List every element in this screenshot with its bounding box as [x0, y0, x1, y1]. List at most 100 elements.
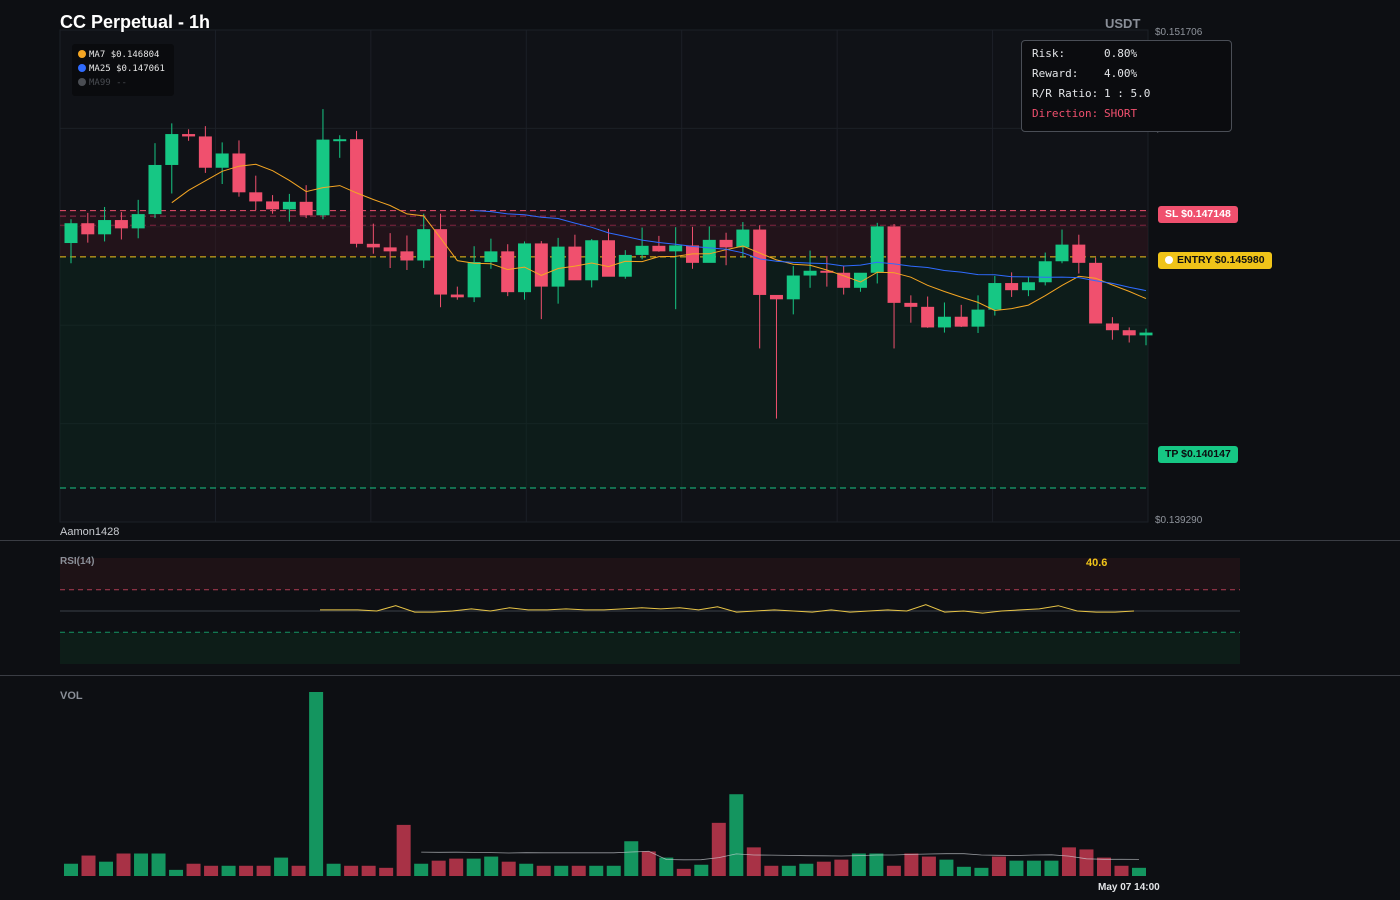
- candle-body: [165, 134, 179, 165]
- pane-divider-rsi[interactable]: [0, 540, 1400, 541]
- candle-body: [887, 226, 901, 303]
- entry-tag[interactable]: ENTRY $0.145980: [1158, 252, 1272, 269]
- ma99-value: --: [116, 78, 127, 88]
- candle-body: [702, 239, 716, 263]
- volume-bar: [904, 853, 919, 876]
- reward-row: Reward: 4.00%: [1032, 66, 1231, 86]
- volume-bar: [221, 865, 236, 876]
- candle-body: [383, 247, 397, 252]
- volume-bar: [816, 861, 831, 876]
- volume-bar: [589, 865, 604, 876]
- watermark: Aamon1428: [60, 526, 120, 538]
- volume-bar: [834, 859, 849, 876]
- candle-body: [299, 201, 313, 216]
- volume-bar: [256, 865, 271, 876]
- candle-body: [98, 220, 112, 235]
- volume-bar: [1132, 867, 1146, 876]
- candle-body: [366, 243, 380, 248]
- stop-loss-tag[interactable]: SL $0.147148: [1158, 206, 1238, 223]
- volume-bar: [1079, 849, 1094, 876]
- risk-value: 0.80%: [1104, 47, 1138, 60]
- candle-body: [350, 139, 364, 244]
- candle-body: [769, 294, 783, 300]
- candle-body: [988, 283, 1002, 310]
- ma25-line: [474, 210, 1147, 292]
- risk-row: Risk: 0.80%: [1032, 46, 1231, 66]
- volume-bar: [886, 865, 901, 876]
- volume-bar: [764, 865, 779, 876]
- volume-bar: [624, 841, 639, 876]
- candle-body: [837, 272, 851, 288]
- candle-body: [669, 245, 683, 252]
- volume-bar: [449, 858, 464, 876]
- ma7-color-dot: [78, 50, 86, 58]
- volume-bar: [186, 863, 201, 876]
- entry-label: ENTRY $0.145980: [1177, 254, 1265, 266]
- candle-body: [652, 245, 666, 252]
- volume-bar: [116, 853, 131, 876]
- volume-bar: [711, 822, 726, 876]
- rsi-oversold-zone: [60, 632, 1240, 664]
- volume-bar: [309, 692, 324, 876]
- volume-bar: [851, 853, 866, 876]
- candle-body: [1089, 262, 1103, 324]
- candle-body: [635, 245, 649, 255]
- candle-body: [786, 275, 800, 300]
- volume-ma-line: [421, 850, 1140, 861]
- direction-label: Direction:: [1032, 107, 1099, 120]
- volume-label: VOL: [60, 690, 83, 702]
- candle-body: [1021, 282, 1035, 291]
- rsi-overbought-zone: [60, 558, 1240, 590]
- volume-bar: [291, 865, 306, 876]
- volume-bar: [746, 847, 761, 876]
- candle-body: [921, 306, 935, 328]
- take-profit-tag[interactable]: TP $0.140147: [1158, 446, 1238, 463]
- candle-body: [215, 153, 229, 168]
- entry-dot-icon: [1165, 256, 1173, 264]
- candle-body: [1005, 283, 1019, 291]
- volume-bar: [204, 865, 219, 876]
- pane-divider-volume[interactable]: [0, 675, 1400, 676]
- candle-body: [904, 302, 918, 307]
- risk-reward-panel: Risk: 0.80% Reward: 4.00% R/R Ratio: 1 : 5.…: [1021, 40, 1232, 132]
- volume-bar: [501, 861, 516, 876]
- volume-bar: [1026, 860, 1041, 876]
- candle-body: [198, 136, 212, 168]
- candle-body: [266, 201, 280, 210]
- candle-body: [1038, 261, 1052, 283]
- candle-body: [501, 251, 515, 293]
- candle-body: [954, 316, 968, 327]
- candle-body: [450, 294, 464, 298]
- ma99-label: MA99: [89, 78, 111, 88]
- candle-body: [618, 254, 632, 277]
- price-axis-bottom: $0.139290: [1155, 515, 1203, 526]
- candle-body: [602, 240, 615, 277]
- candle-body: [1139, 332, 1153, 336]
- reward-label: Reward:: [1032, 67, 1079, 80]
- candle-body: [1122, 330, 1136, 336]
- candle-body: [870, 226, 884, 273]
- candle-body: [753, 229, 767, 295]
- volume-bar: [344, 865, 359, 876]
- candle-body: [333, 139, 347, 142]
- candle-body: [820, 270, 834, 273]
- rr-value: 1 : 5.0: [1104, 87, 1151, 100]
- volume-bar: [641, 851, 656, 876]
- volume-bar: [169, 869, 184, 876]
- crosshair-time-label: May 07 14:00: [1098, 882, 1160, 893]
- rsi-value: 40.6: [1086, 557, 1108, 569]
- candle-body: [316, 139, 330, 216]
- candle-body: [114, 220, 128, 229]
- volume-bar: [921, 856, 936, 876]
- volume-bar: [939, 859, 954, 876]
- volume-bar: [659, 857, 674, 876]
- candle-body: [282, 201, 296, 210]
- candle-body: [719, 239, 733, 248]
- ma25-label: MA25: [89, 64, 111, 74]
- volume-bar: [99, 861, 114, 876]
- candle-body: [971, 309, 985, 327]
- volume-bar: [974, 867, 989, 876]
- volume-bar: [799, 863, 814, 876]
- volume-bar: [1009, 860, 1024, 876]
